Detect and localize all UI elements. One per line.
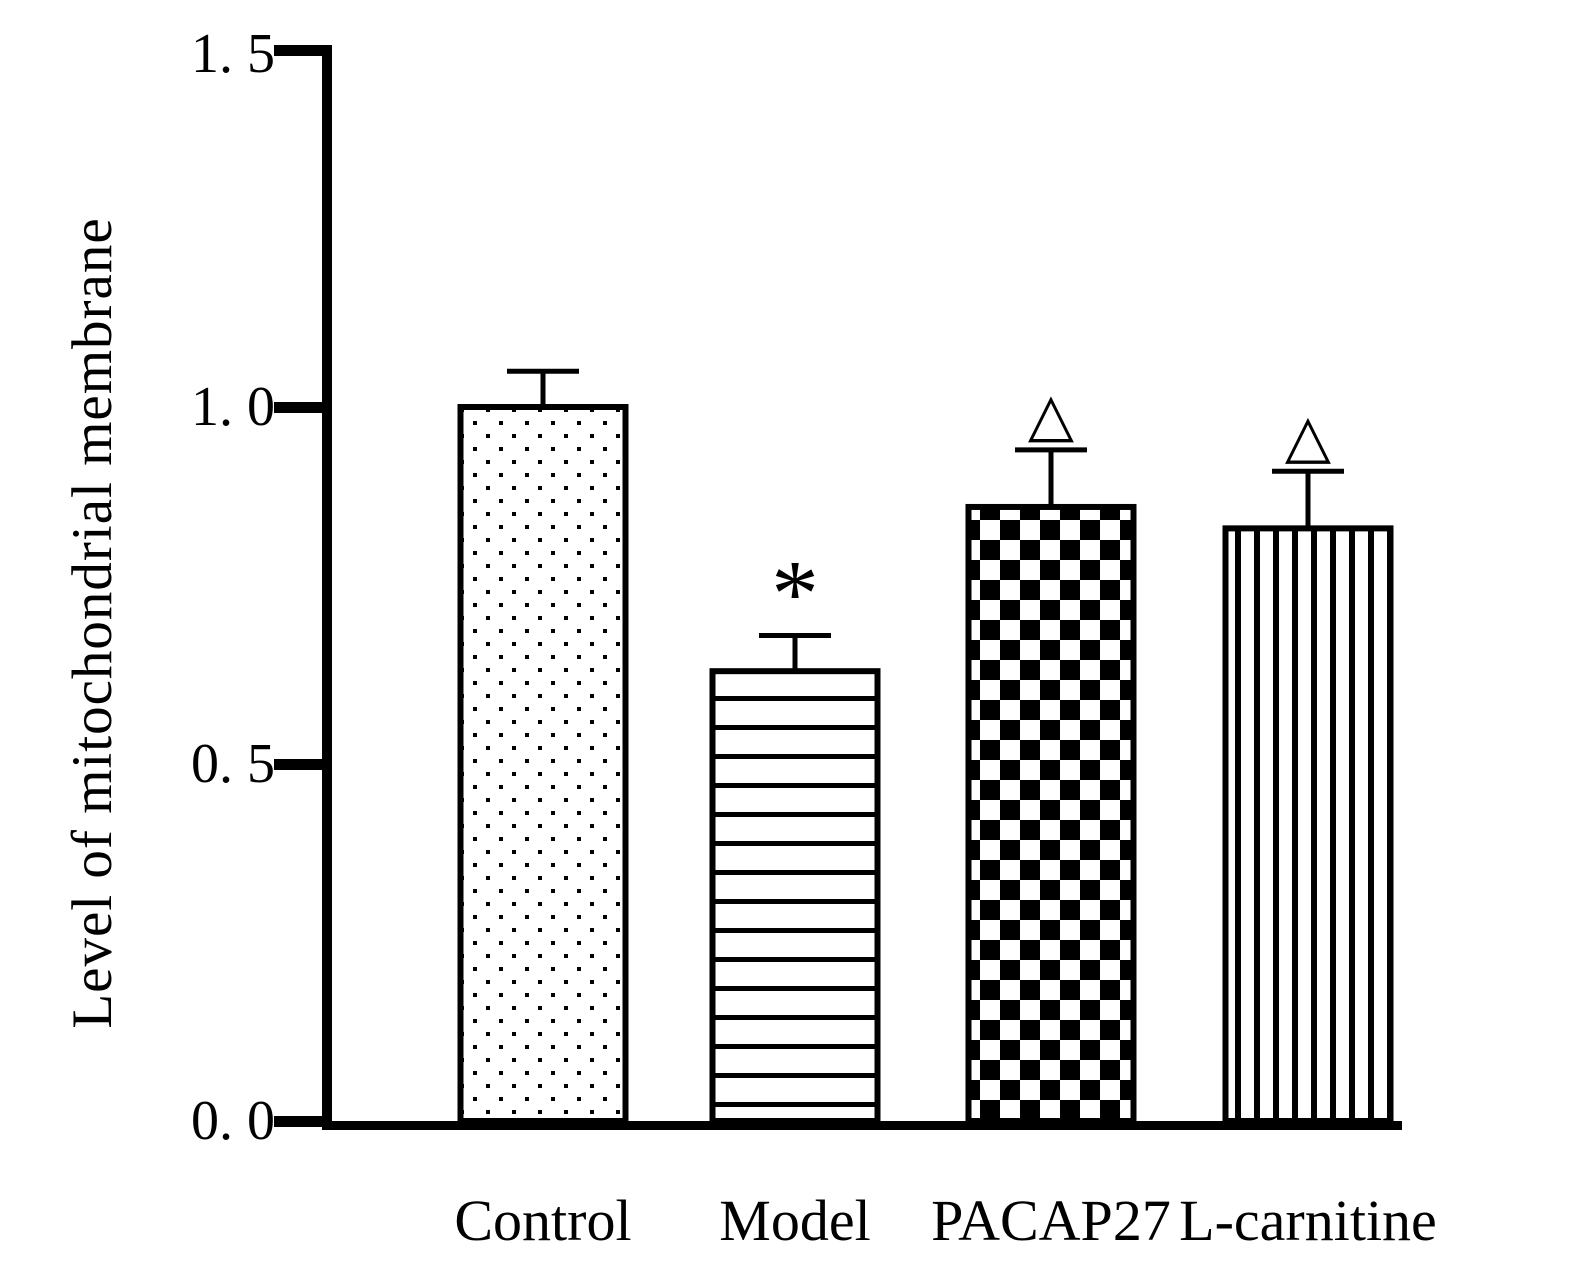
y-tick-label-0-0: 0. 0 (191, 1090, 275, 1152)
bar-l-carnitine (1222, 525, 1394, 1124)
y-tick-mark-1-0 (274, 402, 322, 413)
y-tick-label-0-5: 0. 5 (191, 733, 275, 795)
y-tick-label-1-5: 1. 5 (191, 23, 275, 85)
x-category-label-pacap27: PACAP27 (931, 1188, 1171, 1253)
significance-marker-pacap27: △ (1028, 382, 1074, 448)
bar-model (709, 668, 881, 1124)
y-tick-mark-0-0 (274, 1116, 322, 1127)
y-tick-label-1-0: 1. 0 (191, 376, 275, 438)
significance-marker-model: * (771, 540, 819, 646)
y-axis-title: Level of mitochondrial membrane (61, 217, 124, 1029)
x-category-label-l-carnitine: L-carnitine (1179, 1188, 1437, 1253)
bar-pacap27 (965, 503, 1137, 1124)
y-tick-mark-0-5 (274, 759, 322, 770)
significance-marker-l-carnitine: △ (1285, 403, 1331, 469)
y-axis-line (322, 45, 332, 1129)
x-category-label-control: Control (454, 1188, 632, 1253)
x-axis-line (322, 1121, 1402, 1130)
bar-control (457, 404, 629, 1124)
y-tick-mark-1-5 (274, 45, 322, 56)
x-category-label-model: Model (719, 1188, 871, 1253)
